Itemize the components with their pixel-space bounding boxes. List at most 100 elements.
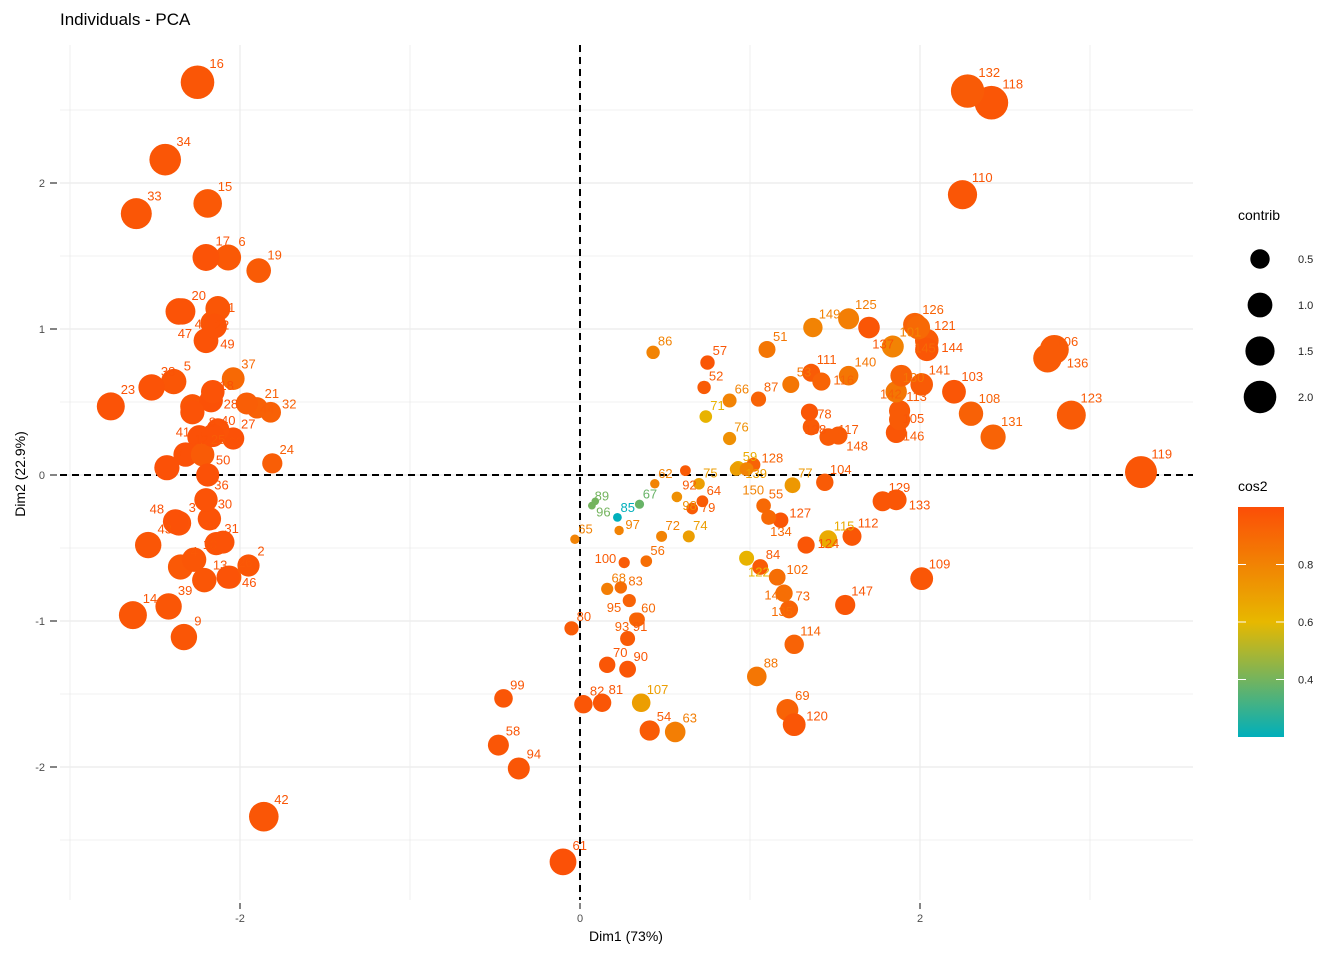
point-66 bbox=[722, 393, 737, 408]
point-41 bbox=[180, 400, 205, 425]
point-label-92: 92 bbox=[682, 478, 696, 493]
point-label-144: 144 bbox=[941, 340, 963, 355]
point-50 bbox=[196, 463, 220, 487]
y-axis-label: Dim2 (22.9%) bbox=[12, 431, 28, 517]
point-label-150: 150 bbox=[742, 482, 764, 497]
point-58 bbox=[487, 734, 509, 756]
point-73 bbox=[780, 600, 799, 619]
point-label-26: 26 bbox=[238, 555, 252, 570]
point-91 bbox=[620, 631, 636, 647]
point-labels: 1234567891011121314151617181920212223242… bbox=[121, 56, 1172, 853]
point-78 bbox=[802, 418, 820, 436]
point-label-73: 73 bbox=[796, 589, 810, 604]
points bbox=[96, 65, 1157, 876]
contrib-legend-key bbox=[1243, 380, 1277, 414]
point-17 bbox=[192, 243, 220, 271]
point-label-56: 56 bbox=[650, 543, 664, 558]
point-47 bbox=[165, 298, 193, 325]
point-label-67: 67 bbox=[643, 487, 657, 502]
point-label-79: 79 bbox=[701, 500, 715, 515]
point-74 bbox=[682, 530, 695, 543]
point-label-71: 71 bbox=[710, 398, 724, 413]
point-44 bbox=[235, 392, 258, 415]
point-label-132: 132 bbox=[978, 65, 1000, 80]
point-2 bbox=[237, 554, 260, 577]
point-label-12: 12 bbox=[194, 432, 208, 447]
point-label-77: 77 bbox=[798, 465, 812, 480]
contrib-legend-key bbox=[1247, 292, 1273, 318]
y-tick-label: -1 bbox=[35, 616, 45, 628]
contrib-legend-label: 0.5 bbox=[1298, 254, 1313, 266]
point-77 bbox=[784, 477, 801, 494]
cos2-legend-title: cos2 bbox=[1238, 478, 1268, 494]
point-label-30: 30 bbox=[218, 496, 232, 511]
point-label-62: 62 bbox=[658, 466, 672, 481]
point-40 bbox=[201, 423, 225, 448]
point-115 bbox=[819, 530, 838, 549]
point-label-57: 57 bbox=[713, 343, 727, 358]
point-label-28: 28 bbox=[224, 397, 238, 412]
point-140 bbox=[838, 365, 859, 386]
point-label-70: 70 bbox=[613, 645, 627, 660]
point-112 bbox=[842, 526, 862, 546]
point-13 bbox=[192, 567, 217, 593]
point-label-131: 131 bbox=[1001, 414, 1023, 429]
point-label-147: 147 bbox=[851, 584, 873, 599]
y-tick-label: -2 bbox=[35, 762, 45, 774]
point-37 bbox=[221, 367, 245, 391]
point-146 bbox=[889, 408, 911, 431]
point-label-91: 91 bbox=[633, 619, 647, 634]
point-122 bbox=[739, 550, 755, 566]
point-label-135: 135 bbox=[771, 604, 793, 619]
point-label-81: 81 bbox=[609, 682, 623, 697]
point-7 bbox=[154, 455, 180, 481]
x-tick-label: 2 bbox=[917, 913, 923, 925]
point-43 bbox=[135, 531, 162, 559]
point-71 bbox=[699, 410, 713, 423]
point-label-3: 3 bbox=[189, 500, 196, 515]
point-label-124: 124 bbox=[818, 536, 840, 551]
cos2-legend-label: 0.4 bbox=[1298, 675, 1313, 687]
point-148 bbox=[829, 426, 848, 445]
point-81 bbox=[592, 693, 612, 712]
point-label-110: 110 bbox=[972, 170, 993, 185]
point-label-143: 143 bbox=[764, 588, 786, 603]
cos2-legend-label: 0.6 bbox=[1298, 617, 1313, 629]
point-35 bbox=[211, 530, 235, 554]
point-label-128: 128 bbox=[762, 450, 784, 465]
point-80 bbox=[564, 621, 579, 636]
point-label-38: 38 bbox=[161, 364, 175, 379]
point-label-107: 107 bbox=[647, 682, 669, 697]
point-label-39: 39 bbox=[178, 583, 192, 598]
point-label-114: 114 bbox=[800, 623, 821, 638]
point-54 bbox=[639, 720, 660, 741]
point-99 bbox=[494, 689, 513, 708]
point-109 bbox=[910, 567, 934, 591]
point-5 bbox=[161, 368, 187, 395]
point-label-87: 87 bbox=[764, 380, 778, 395]
point-53 bbox=[782, 375, 800, 393]
point-label-95: 95 bbox=[607, 600, 621, 615]
point-label-43: 43 bbox=[158, 522, 172, 537]
point-label-31: 31 bbox=[224, 521, 238, 536]
point-62 bbox=[650, 479, 660, 489]
point-52 bbox=[697, 380, 711, 395]
point-55 bbox=[756, 498, 771, 513]
x-axis-label: Dim1 (73%) bbox=[589, 928, 663, 944]
point-label-5: 5 bbox=[184, 358, 191, 373]
point-label-120: 120 bbox=[806, 708, 828, 723]
cos2-legend-label: 0.8 bbox=[1298, 560, 1313, 572]
point-9 bbox=[170, 623, 198, 651]
point-label-55: 55 bbox=[769, 486, 783, 501]
point-127 bbox=[772, 512, 789, 529]
contrib-legend-title: contrib bbox=[1238, 207, 1281, 223]
point-64 bbox=[696, 495, 709, 508]
point-94 bbox=[507, 757, 530, 780]
x-tick-label: -2 bbox=[235, 913, 245, 925]
point-12 bbox=[173, 442, 198, 467]
point-label-25: 25 bbox=[211, 432, 225, 447]
point-label-48: 48 bbox=[150, 502, 164, 517]
point-label-86: 86 bbox=[658, 333, 672, 348]
point-label-22: 22 bbox=[215, 318, 229, 333]
